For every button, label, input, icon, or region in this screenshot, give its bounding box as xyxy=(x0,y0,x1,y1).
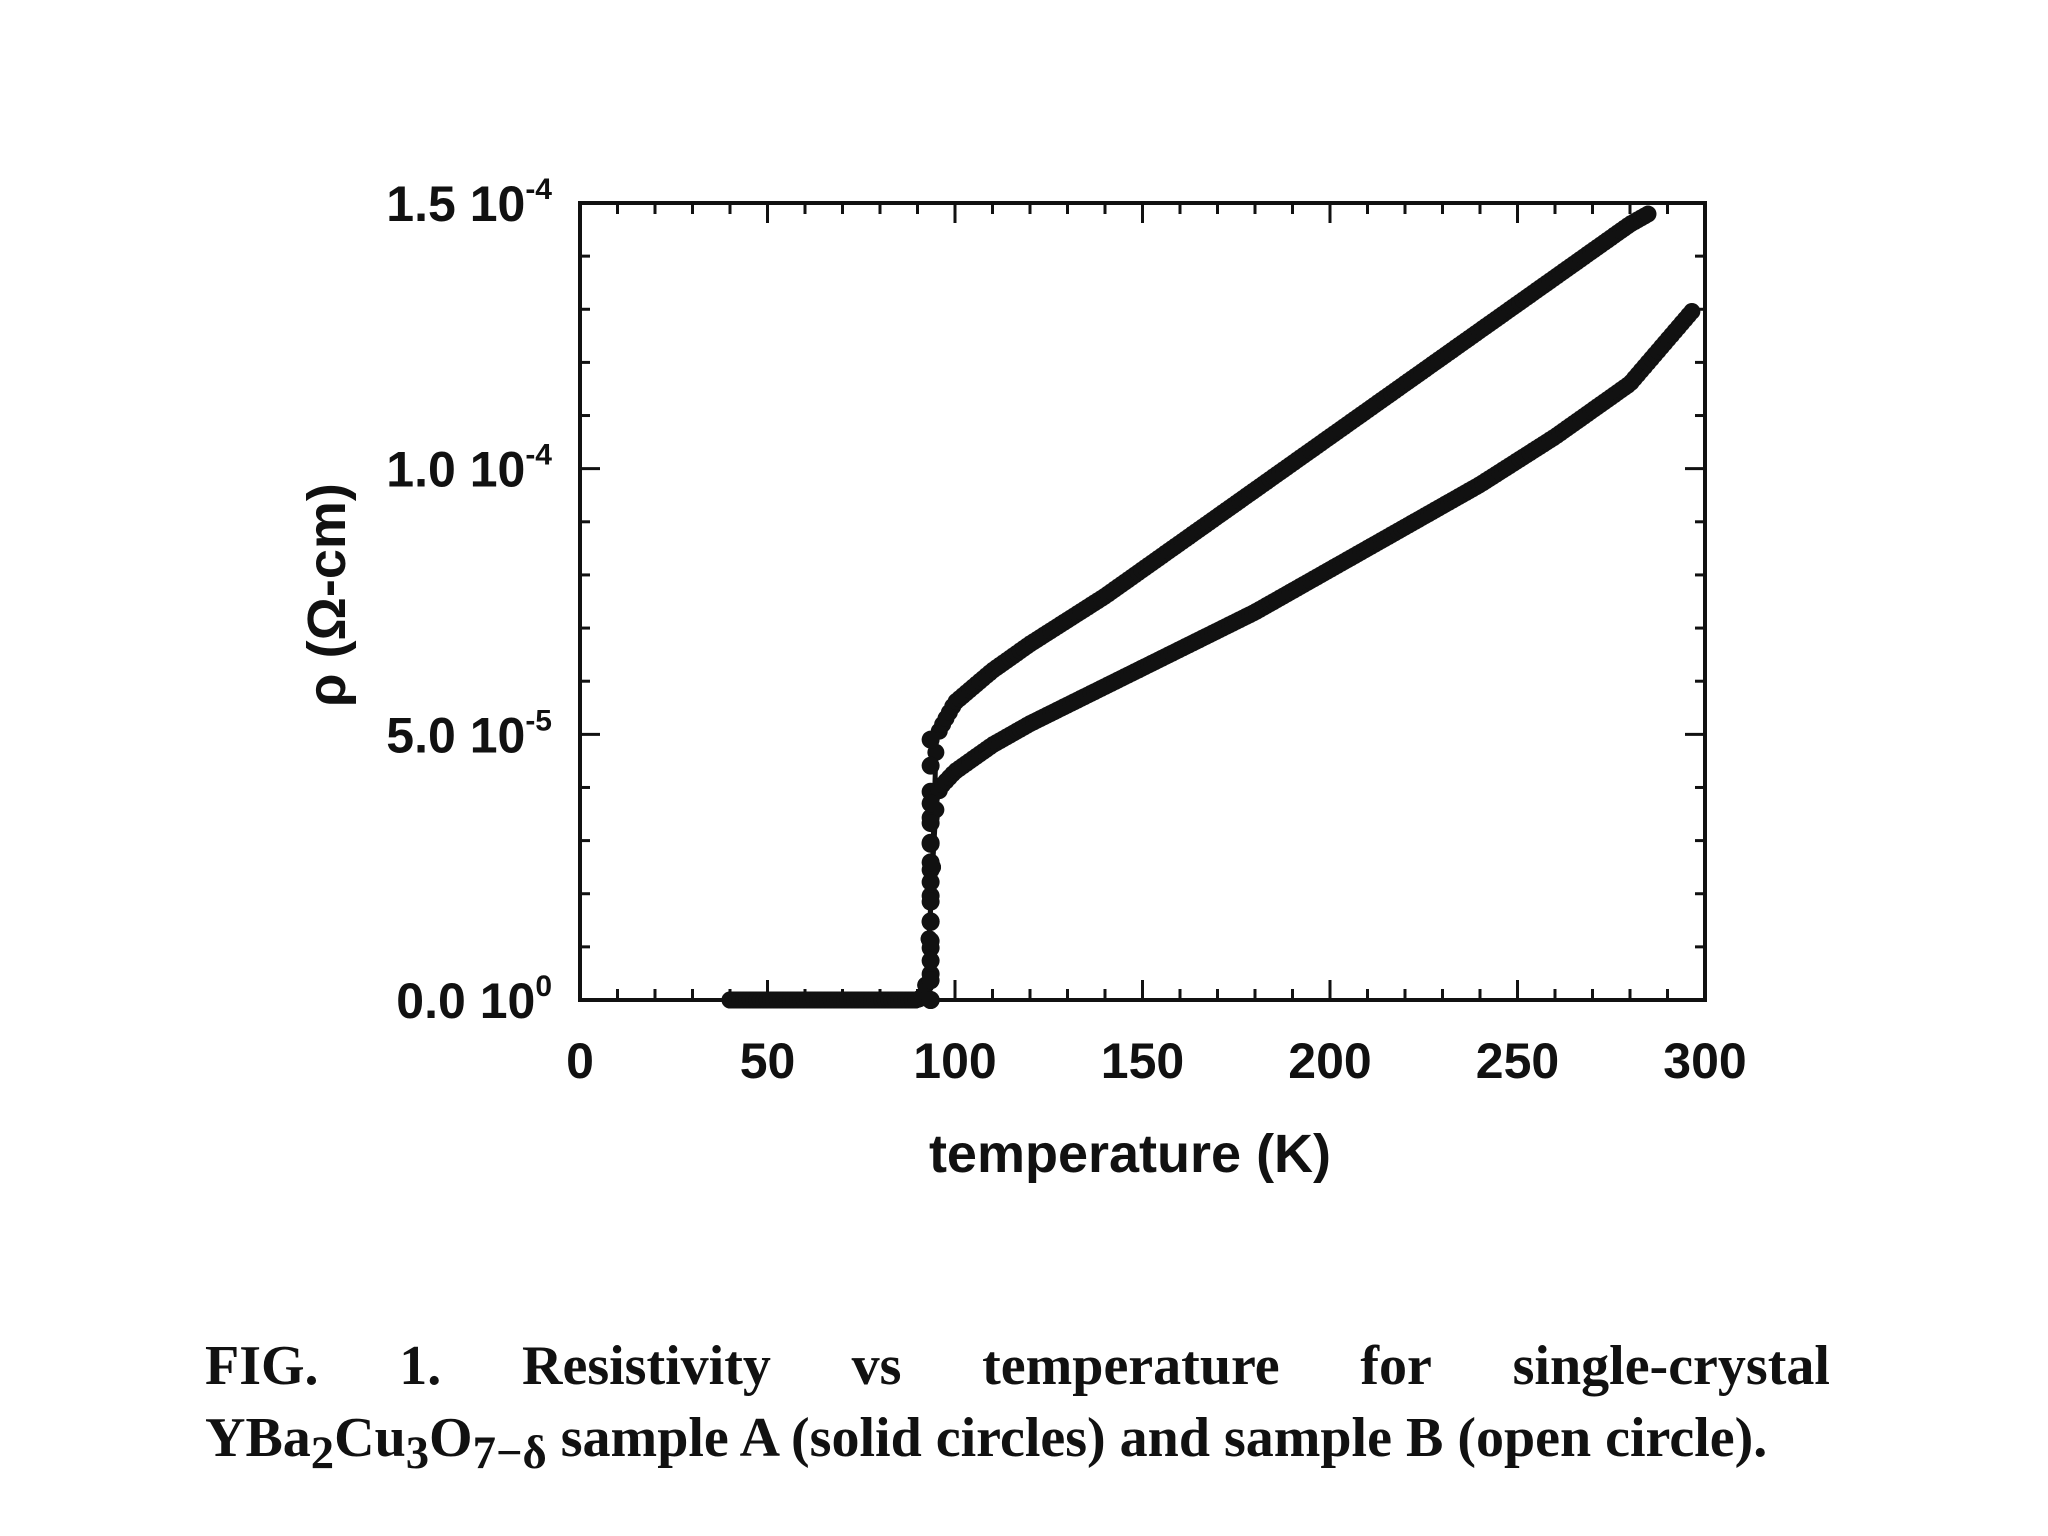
caption-word: 1. xyxy=(399,1335,442,1397)
data-point xyxy=(1639,205,1657,223)
caption-word: Resistivity xyxy=(522,1335,771,1397)
data-point xyxy=(1683,302,1701,320)
plot-frame xyxy=(578,201,1707,1002)
data-point xyxy=(921,971,940,990)
data-point xyxy=(921,853,940,872)
x-tick-label: 100 xyxy=(913,1033,996,1089)
caption-text: sample A (solid circles) and sample B (o… xyxy=(546,1407,1768,1469)
x-tick-label: 150 xyxy=(1101,1033,1184,1089)
series-line xyxy=(730,211,1650,1003)
x-tick-label: 200 xyxy=(1288,1033,1371,1089)
data-point xyxy=(921,912,940,931)
data-point xyxy=(921,814,940,833)
series-line xyxy=(730,307,1696,1003)
data-point xyxy=(921,756,940,775)
data-point xyxy=(921,892,940,911)
data-point xyxy=(921,951,940,970)
y-tick-label: 0.0 100 xyxy=(396,970,552,1029)
caption-word: vs xyxy=(851,1335,902,1397)
data-series xyxy=(721,205,1701,1009)
data-point xyxy=(921,932,940,951)
axis-ticks xyxy=(578,201,1707,1002)
caption-word: single-crystal xyxy=(1512,1335,1830,1397)
data-point xyxy=(921,873,940,892)
x-tick-label: 300 xyxy=(1663,1033,1746,1089)
resistivity-chart: 0 50 100 150 200 250 300 0.0 100 5.0 10-5 1.0 10-… xyxy=(297,173,1747,1184)
data-point xyxy=(921,794,940,813)
y-axis-title: ρ (Ω-cm) xyxy=(297,483,357,707)
caption-line-1: FIG. 1. Resistivity vs temperature for s… xyxy=(205,1330,1830,1402)
caption-line-2: YBa2Cu3O7−δ sample A (solid circles) and… xyxy=(205,1402,1830,1489)
series-sample-b xyxy=(721,302,1701,1009)
figure-caption: FIG. 1. Resistivity vs temperature for s… xyxy=(205,1330,1830,1489)
x-tick-label: 0 xyxy=(566,1033,594,1089)
caption-word: for xyxy=(1360,1335,1432,1397)
x-tick-label: 250 xyxy=(1476,1033,1559,1089)
tick-labels: 0 50 100 150 200 250 300 0.0 100 5.0 10-5 1.0 10-… xyxy=(386,173,1746,1089)
data-point xyxy=(921,991,940,1009)
caption-word: FIG. xyxy=(205,1335,319,1397)
series-sample-a xyxy=(721,205,1657,1009)
data-point xyxy=(921,730,940,749)
caption-formula: YBa2Cu3O7−δ xyxy=(205,1407,547,1480)
y-tick-label: 1.5 10-4 xyxy=(386,173,552,232)
y-tick-label: 5.0 10-5 xyxy=(386,704,552,763)
data-point xyxy=(921,833,940,852)
x-tick-label: 50 xyxy=(740,1033,796,1089)
x-axis-title: temperature (K) xyxy=(929,1124,1331,1184)
plot-border xyxy=(578,201,1707,1002)
y-tick-label: 1.0 10-4 xyxy=(386,439,552,498)
caption-word: temperature xyxy=(982,1335,1280,1397)
